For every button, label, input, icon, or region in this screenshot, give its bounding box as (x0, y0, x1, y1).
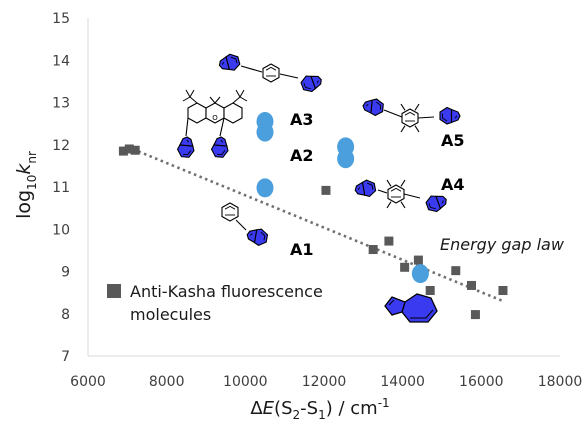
label-a4: A4 (441, 175, 465, 194)
data-point-square (498, 286, 508, 296)
azulene-compound-points (256, 112, 429, 284)
x-tick-label: 16000 (459, 374, 504, 390)
data-point-square (467, 280, 476, 290)
molecule-a3-icon (216, 51, 325, 95)
x-tick-label: 18000 (538, 374, 583, 390)
data-point-square (400, 262, 410, 272)
x-axis-title: ΔE(S2-S1) / cm-1 (250, 396, 389, 422)
label-a2: A2 (290, 146, 314, 165)
data-point-square (368, 245, 378, 255)
molecule-a4-icon (353, 178, 450, 215)
y-tick-label: 9 (61, 265, 70, 281)
molecule-a5-icon (361, 97, 461, 132)
data-point-square (124, 144, 134, 154)
data-point-square (384, 236, 394, 246)
anti-kasha-points (118, 144, 508, 320)
data-point-circle (411, 264, 429, 284)
data-point-square (413, 255, 423, 265)
x-tick-label: 6000 (70, 374, 106, 390)
y-tick-label: 15 (52, 11, 70, 27)
x-tick-label: 10000 (223, 374, 268, 390)
data-point-square (321, 185, 331, 195)
data-point-square (451, 266, 461, 276)
data-point-circle (337, 137, 355, 157)
y-tick-label: 13 (52, 96, 70, 112)
molecule-a1-icon (221, 202, 269, 248)
x-tick-label: 8000 (149, 374, 185, 390)
energy-gap-trendline (126, 145, 504, 303)
y-tick-label: 11 (52, 180, 70, 196)
y-tick-label: 8 (61, 307, 70, 323)
x-tick-label: 12000 (302, 374, 347, 390)
data-point-square (470, 310, 480, 320)
data-point-square (118, 146, 128, 156)
svg-text:O: O (212, 114, 218, 122)
data-point-circle (256, 112, 274, 132)
label-a1: A1 (290, 240, 314, 259)
legend: Anti-Kasha fluorescence molecules (107, 282, 323, 324)
label-a5: A5 (441, 131, 465, 150)
azulene-parent-icon (384, 293, 438, 323)
y-tick-label: 14 (52, 53, 70, 69)
data-point-circle (256, 178, 274, 198)
legend-entry-line1: Anti-Kasha fluorescence (130, 282, 323, 301)
x-tick-label: 14000 (380, 374, 425, 390)
x-tick-labels: 6000 8000 10000 12000 14000 16000 18000 (70, 374, 582, 390)
energy-gap-law-label: Energy gap law (440, 235, 565, 254)
label-a3: A3 (290, 110, 314, 129)
y-tick-label: 10 (52, 222, 70, 238)
y-tick-label: 7 (61, 349, 70, 365)
legend-entry-line2: molecules (130, 305, 211, 324)
data-point-square (425, 286, 435, 296)
data-point-square (130, 145, 140, 155)
molecule-a2-icon: O (176, 89, 248, 159)
y-axis-title: log10knr (13, 151, 39, 219)
y-tick-labels: 7 8 9 10 11 12 13 14 15 (52, 11, 70, 365)
legend-square-marker (107, 284, 121, 298)
molecule-structures: O (176, 51, 461, 323)
y-tick-label: 12 (52, 138, 70, 154)
